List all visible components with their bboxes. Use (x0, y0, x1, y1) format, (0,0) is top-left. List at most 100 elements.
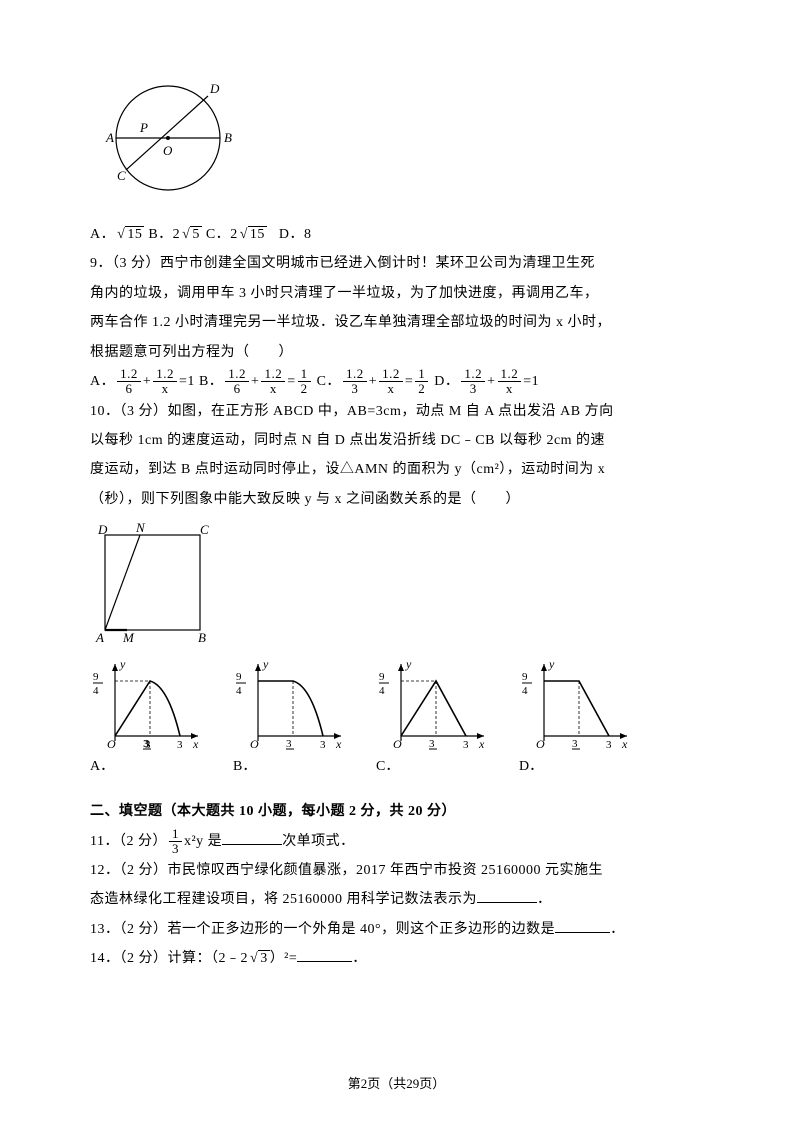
q8-opt-d-label: D． (279, 227, 304, 242)
gc-3: 3 (463, 739, 469, 751)
q9-a-n2: 1.2 (153, 367, 177, 382)
q12-line1: 12．（2 分）市民惊叹西宁绿化颜值暴涨，2017 年西宁市投资 2516000… (90, 856, 703, 885)
q9-c-d1: 3 (343, 382, 367, 396)
svg-text:2: 2 (286, 750, 292, 751)
svg-text:4: 4 (236, 685, 242, 697)
q11-blank[interactable] (222, 830, 282, 845)
label-B: B (224, 130, 232, 145)
gb-x: x (335, 737, 342, 751)
sq-D: D (97, 522, 108, 537)
gc-O: O (393, 737, 402, 751)
q9-c-d2: x (379, 382, 403, 396)
ga-y: y (119, 657, 126, 671)
gb-O: O (250, 737, 259, 751)
q9-line1: 9．（3 分）西宁市创建全国文明城市已经进入倒计时！某环卫公司为清理卫生死 (90, 249, 703, 278)
q10-square-figure: D N C A M B (90, 520, 703, 650)
graph-c-label: C． (376, 755, 399, 775)
q8-figure: A B C D O P (90, 60, 703, 210)
q11-d: 3 (169, 842, 182, 856)
circle-diagram: A B C D O P (90, 60, 260, 210)
q12-line2: 态造林绿化工程建设项目，将 25160000 用科学记数法表示为． (90, 885, 703, 914)
q10-line3: 度运动，到达 B 点时运动同时停止，设△AMN 的面积为 y（cm²），运动时间… (90, 455, 703, 484)
q8-opt-a-rad: 15 (125, 226, 144, 242)
svg-text:2: 2 (143, 750, 149, 751)
q8-opt-b-rad: 5 (190, 226, 202, 242)
footer-post: 页） (419, 1076, 445, 1091)
section2-title: 二、填空题（本大题共 10 小题，每小题 2 分，共 20 分） (90, 797, 703, 826)
q13: 13．（2 分）若一个正多边形的一个外角是 40°，则这个正多边形的边数是 ． (90, 915, 703, 944)
sq-C: C (200, 522, 209, 537)
gb-y: y (262, 657, 269, 671)
svg-text:2: 2 (429, 750, 435, 751)
q14-pre: 14．（2 分）计算：（2﹣2 (90, 951, 248, 966)
q9-line3: 两车合作 1.2 小时清理完另一半垃圾．设乙车单独清理全部垃圾的时间为 x 小时… (90, 308, 703, 337)
graph-c: 94 O 3 x y 32 C． (376, 656, 491, 775)
q14: 14．（2 分）计算：（2﹣2√3）²=． (90, 944, 703, 973)
q11-post: 次单项式． (282, 834, 355, 849)
svg-text:9: 9 (236, 671, 242, 683)
q13-post: ． (610, 922, 625, 937)
label-C: C (117, 168, 126, 183)
q8-opt-b-label: B． (148, 227, 172, 242)
q9-d-d1: 3 (461, 382, 485, 396)
svg-text:4: 4 (379, 685, 385, 697)
graph-d-label: D． (519, 755, 543, 775)
q8-options: A．√15 B．2√5 C．2√15 D．8 (90, 220, 703, 249)
q9-a-n1: 1.2 (117, 367, 141, 382)
sq-N: N (135, 520, 146, 535)
q9-c-rn: 1 (415, 367, 428, 382)
q9-d-rhs: =1 (523, 374, 539, 389)
svg-text:3: 3 (286, 738, 292, 750)
q9-b-label: B． (199, 374, 223, 389)
q9-d-n1: 1.2 (461, 367, 485, 382)
gc-y: y (405, 657, 412, 671)
q14-rad: 3 (258, 950, 270, 966)
q9-options: A．1.26+1.2x=1 B．1.26+1.2x=12 C．1.23+1.2x… (90, 367, 703, 397)
q11: 11．（2 分）13x²y 是次单项式． (90, 827, 703, 857)
gd-y: y (548, 657, 555, 671)
q9-a-d2: x (153, 382, 177, 396)
svg-text:3: 3 (429, 738, 435, 750)
sq-B: B (198, 630, 206, 645)
q9-c-n1: 1.2 (343, 367, 367, 382)
q9-b-rn: 1 (298, 367, 311, 382)
q9-c-n2: 1.2 (379, 367, 403, 382)
svg-text:2: 2 (572, 750, 578, 751)
q9-d-n2: 1.2 (498, 367, 522, 382)
footer-pre: 第 (348, 1076, 361, 1091)
svg-text:4: 4 (522, 685, 528, 697)
ga-O: O (107, 737, 116, 751)
q8-opt-d-val: 8 (304, 227, 312, 242)
q8-b-coef: 2 (173, 227, 181, 242)
footer-mid: 页（共 (367, 1076, 406, 1091)
q9-b-d2: x (261, 382, 285, 396)
q9-line2: 角内的垃圾，调用甲车 3 小时只清理了一半垃圾，为了加快进度，再调用乙车， (90, 279, 703, 308)
q9-line4: 根据题意可列出方程为（ ） (90, 338, 703, 367)
q9-b-n2: 1.2 (261, 367, 285, 382)
q8-opt-c-rad: 15 (248, 226, 267, 242)
gb-3: 3 (320, 739, 326, 751)
gd-O: O (536, 737, 545, 751)
q14-blank[interactable] (297, 947, 352, 962)
label-P: P (139, 120, 148, 135)
svg-text:3: 3 (572, 738, 578, 750)
q8-opt-c-label: C． (206, 227, 230, 242)
q9-d-d2: x (498, 382, 522, 396)
page-footer: 第2页（共29页） (0, 1073, 793, 1092)
graph-b: 94 O 3 x y 32 B． (233, 656, 348, 775)
ga-3: 3 (177, 739, 183, 751)
label-A: A (105, 130, 114, 145)
page: A B C D O P A．√15 B．2√5 C．2√15 D．8 9．（3 … (0, 0, 793, 1122)
sq-A: A (95, 630, 104, 645)
q9-c-label: C． (317, 374, 341, 389)
q13-text: 13．（2 分）若一个正多边形的一个外角是 40°，则这个正多边形的边数是 (90, 922, 555, 937)
q10-line2: 以每秒 1cm 的速度运动，同时点 N 自 D 点出发沿折线 DC﹣CB 以每秒… (90, 426, 703, 455)
square-svg: D N C A M B (90, 520, 220, 650)
q9-a-label: A． (90, 374, 115, 389)
label-D: D (209, 81, 220, 96)
q13-blank[interactable] (555, 918, 610, 933)
q11-pre: 11．（2 分） (90, 834, 167, 849)
q12-blank[interactable] (477, 888, 537, 903)
q8-opt-a-label: A． (90, 227, 115, 242)
q9-b-rd: 2 (298, 382, 311, 396)
